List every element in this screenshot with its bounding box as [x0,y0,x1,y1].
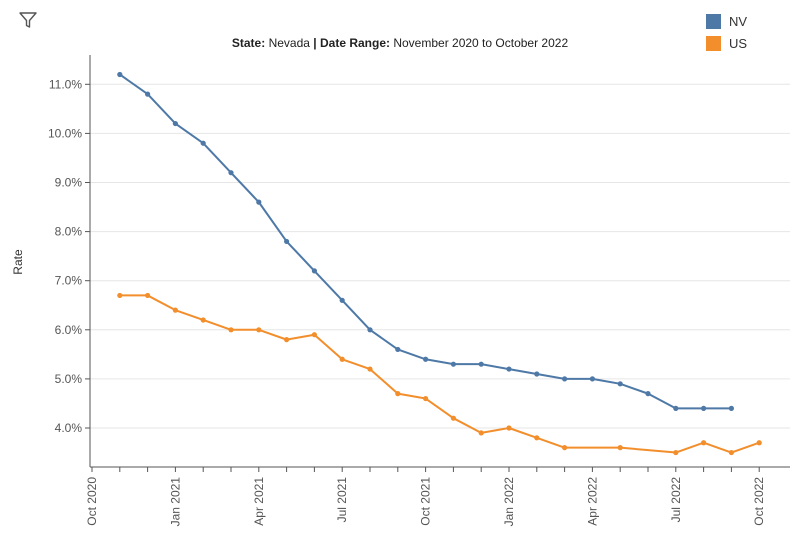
data-point-us [506,425,512,431]
data-point-us [701,440,707,446]
data-point-us [756,440,762,446]
data-point-us [117,292,123,299]
x-tick-label: Jul 2022 [669,477,683,523]
title-range-value: November 2020 to October 2022 [393,36,569,50]
y-tick-label: 4.0% [55,421,83,435]
x-tick-label: Apr 2021 [252,477,266,526]
data-point-nv [617,381,623,387]
data-point-us [534,435,540,441]
data-point-us [478,430,484,436]
data-point-nv [645,391,651,397]
x-tick-label: Apr 2022 [585,477,599,526]
y-tick-label: 11.0% [49,77,82,91]
y-tick-label: 7.0% [55,274,83,288]
y-tick-label: 9.0% [55,176,83,190]
data-point-nv [117,71,123,78]
data-point-nv [311,268,317,274]
data-point-us [228,327,234,333]
data-point-nv [589,376,596,382]
data-point-us [728,449,735,456]
data-point-us [172,307,178,313]
legend-swatch-us [706,35,721,51]
data-point-nv [562,376,568,382]
x-tick-label: Oct 2020 [85,477,99,526]
legend-item-us[interactable]: US [706,32,747,54]
legend-label-nv: NV [729,13,748,29]
data-point-us [423,395,429,402]
title-separator: | [313,36,317,50]
legend-label-us: US [729,35,748,51]
y-tick-label: 8.0% [55,225,83,239]
x-tick-label: Jan 2021 [168,477,182,527]
data-point-nv [506,366,512,372]
data-point-us [367,366,373,372]
data-point-us [311,332,317,338]
data-point-nv [200,140,206,146]
x-tick-label: Jul 2021 [335,477,349,523]
data-point-nv [367,327,373,333]
data-point-nv [145,91,151,97]
data-point-nv [256,199,262,205]
data-point-us [617,445,623,451]
data-point-nv [228,170,234,176]
data-point-nv [395,346,401,353]
data-point-nv [284,238,290,245]
data-point-nv [423,356,429,362]
legend: NV US [706,10,747,54]
data-point-us [673,449,679,456]
series-line-us [119,294,760,454]
y-axis-title: Rate [11,249,25,275]
legend-swatch-nv [706,13,721,29]
data-point-nv [339,297,345,303]
data-point-nv [478,361,484,367]
data-point-nv [534,371,540,377]
title-state-label: State: [231,36,266,50]
data-point-us [256,327,262,333]
data-point-us [145,292,151,299]
data-point-us [200,317,206,323]
x-tick-label: Oct 2022 [752,477,766,526]
title-state-value: Nevada [268,36,310,50]
x-tick-label: Oct 2021 [419,477,433,526]
data-point-nv [450,361,456,367]
data-point-us [339,356,345,362]
data-point-us [284,337,290,343]
filter-icon[interactable] [18,10,38,30]
x-tick-label: Jan 2022 [502,477,516,527]
legend-item-nv[interactable]: NV [706,10,747,32]
chart-title: State: Nevada | Date Range: November 202… [0,36,800,50]
title-range-label: Date Range: [319,36,390,50]
y-tick-label: 6.0% [55,323,83,337]
y-tick-label: 5.0% [55,372,83,386]
data-point-us [450,415,456,421]
data-point-nv [673,405,679,411]
y-tick-label: 10.0% [48,126,82,140]
data-point-nv [701,405,707,411]
data-point-us [562,445,568,451]
data-point-us [395,391,401,397]
data-point-nv [172,120,178,127]
data-point-nv [728,405,735,411]
